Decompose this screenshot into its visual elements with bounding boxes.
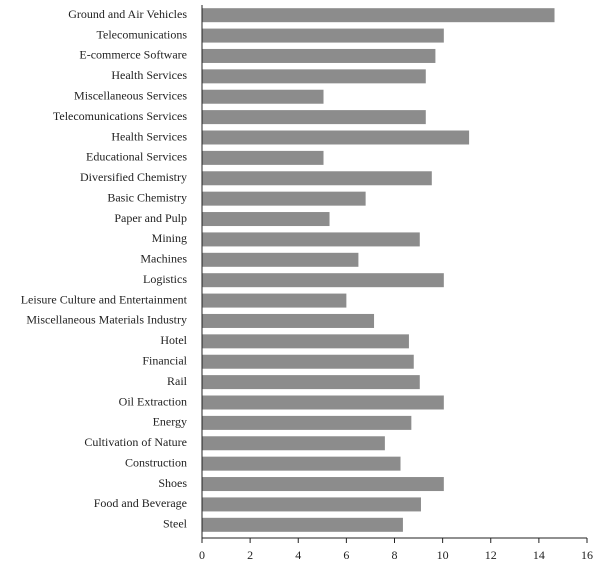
y-tick-label: Ground and Air Vehicles xyxy=(68,7,187,21)
y-tick-label: Steel xyxy=(163,517,188,531)
bar xyxy=(202,375,420,390)
bar xyxy=(202,48,436,63)
y-tick-label: Food and Beverage xyxy=(94,496,187,510)
x-tick-label: 6 xyxy=(343,548,349,562)
bar xyxy=(202,89,324,104)
bar xyxy=(202,273,444,288)
x-tick-label: 2 xyxy=(247,548,253,562)
bar xyxy=(202,436,385,451)
y-tick-label: Logistics xyxy=(143,272,187,286)
y-tick-label: Miscellaneous Services xyxy=(74,88,187,102)
y-tick-label: Paper and Pulp xyxy=(114,211,187,225)
bar xyxy=(202,8,555,23)
x-tick-label: 16 xyxy=(581,548,593,562)
bar xyxy=(202,415,412,430)
bar xyxy=(202,334,409,349)
y-tick-label: Telecomunications Services xyxy=(53,109,187,123)
bar xyxy=(202,191,366,206)
y-tick-label: Construction xyxy=(125,455,187,469)
y-tick-label: Health Services xyxy=(111,68,187,82)
y-tick-label: Rail xyxy=(167,374,188,388)
y-tick-label: Telecomunications xyxy=(97,27,188,41)
bar xyxy=(202,252,359,267)
bar xyxy=(202,212,330,227)
x-tick-label: 4 xyxy=(295,548,301,562)
y-tick-label: E-commerce Software xyxy=(79,48,187,62)
bar xyxy=(202,28,444,43)
x-tick-label: 10 xyxy=(437,548,449,562)
bar xyxy=(202,150,324,165)
bar xyxy=(202,171,432,186)
y-tick-label: Shoes xyxy=(158,476,187,490)
y-tick-label: Educational Services xyxy=(86,150,187,164)
y-tick-label: Leisure Culture and Entertainment xyxy=(21,292,188,306)
y-tick-label: Machines xyxy=(140,252,187,266)
y-tick-label: Cultivation of Nature xyxy=(84,435,187,449)
bar xyxy=(202,313,375,328)
x-tick-label: 12 xyxy=(485,548,497,562)
bar xyxy=(202,69,426,84)
bar xyxy=(202,293,347,308)
bar xyxy=(202,395,444,410)
bar xyxy=(202,354,414,369)
bar xyxy=(202,110,426,125)
x-tick-label: 14 xyxy=(533,548,545,562)
y-tick-label: Financial xyxy=(142,353,187,367)
x-tick-label: 0 xyxy=(199,548,205,562)
y-tick-label: Basic Chemistry xyxy=(107,190,187,204)
bar xyxy=(202,477,444,492)
bar xyxy=(202,232,420,247)
y-tick-label: Oil Extraction xyxy=(119,394,187,408)
bar xyxy=(202,517,403,532)
x-tick-label: 8 xyxy=(392,548,398,562)
y-tick-label: Health Services xyxy=(111,129,187,143)
y-tick-label: Mining xyxy=(152,231,187,245)
y-tick-label: Diversified Chemistry xyxy=(80,170,187,184)
bar xyxy=(202,456,401,471)
y-tick-label: Miscellaneous Materials Industry xyxy=(26,313,187,327)
bar xyxy=(202,497,421,512)
bar xyxy=(202,130,470,145)
y-tick-label: Hotel xyxy=(160,333,187,347)
y-tick-label: Energy xyxy=(153,415,187,429)
